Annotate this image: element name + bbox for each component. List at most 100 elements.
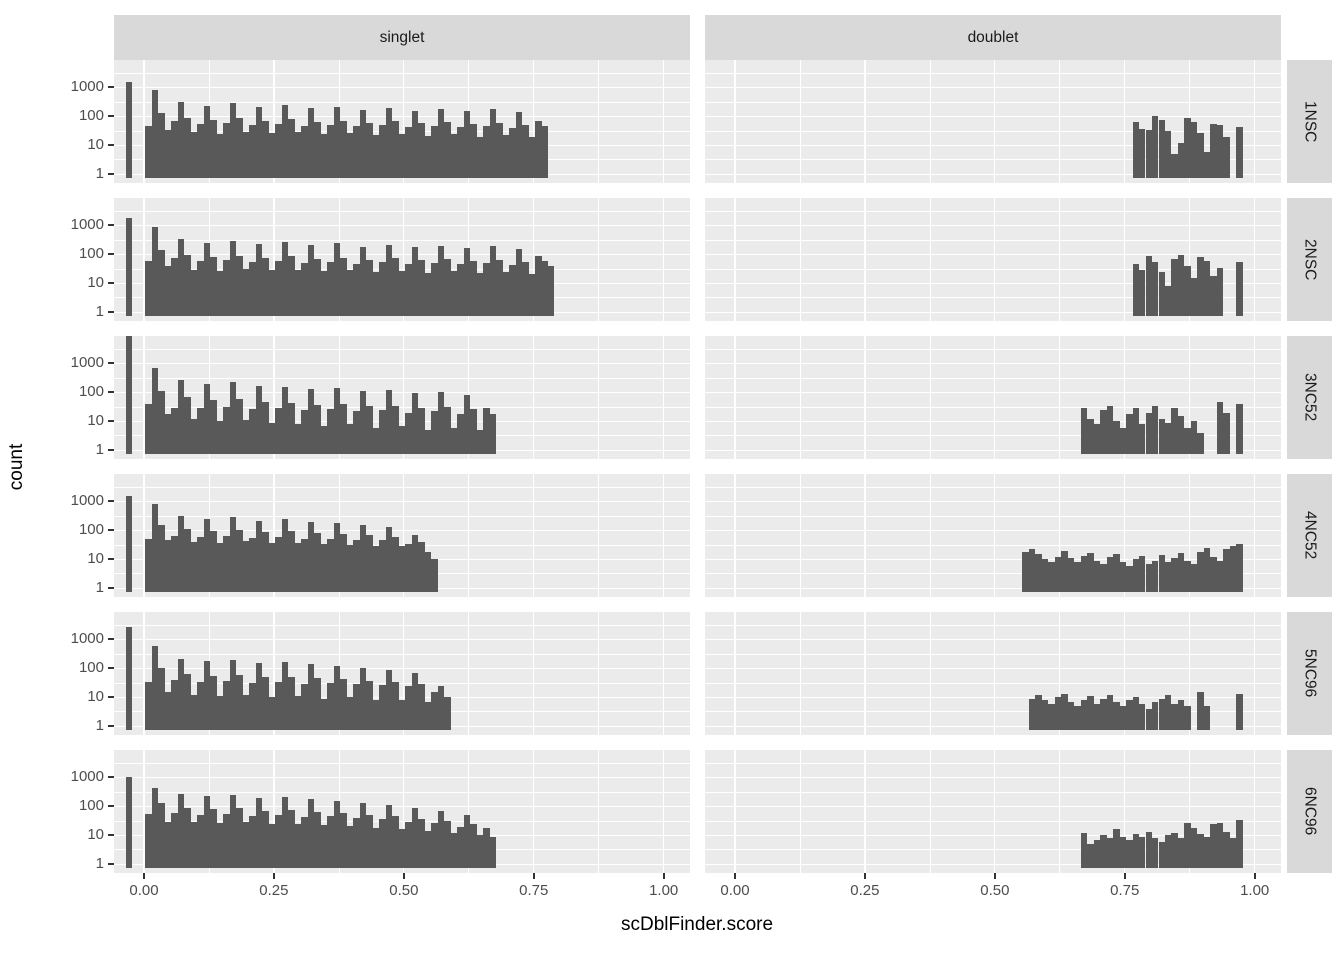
histogram-bar bbox=[327, 409, 334, 454]
histogram-bar bbox=[314, 121, 321, 178]
y-axis-tick-label: 10 bbox=[87, 136, 104, 154]
histogram-bar bbox=[470, 409, 477, 454]
histogram-bar bbox=[158, 391, 165, 454]
histogram-bar bbox=[1210, 824, 1217, 868]
histogram-bar bbox=[327, 261, 334, 316]
histogram-bar bbox=[496, 259, 503, 316]
histogram-bar bbox=[275, 408, 282, 454]
histogram-bar bbox=[476, 835, 484, 868]
gridline-major bbox=[143, 612, 145, 735]
histogram-bar bbox=[203, 661, 211, 730]
histogram-bar bbox=[515, 248, 523, 316]
gridline-major bbox=[1124, 198, 1126, 321]
gridline-minor bbox=[705, 130, 1281, 132]
gridline-major bbox=[705, 863, 1281, 865]
histogram-bar bbox=[528, 274, 535, 316]
histogram-bar bbox=[1197, 257, 1204, 316]
histogram-bar bbox=[255, 107, 263, 178]
y-axis-tick-label: 1 bbox=[95, 579, 104, 597]
histogram-bar bbox=[385, 244, 393, 316]
histogram-bar bbox=[1022, 551, 1029, 592]
histogram-bar bbox=[307, 664, 315, 730]
histogram-bar bbox=[145, 813, 152, 868]
histogram-bar bbox=[255, 243, 263, 316]
histogram-bar bbox=[385, 670, 393, 730]
gridline-minor bbox=[1189, 750, 1191, 873]
histogram-bar bbox=[151, 226, 159, 316]
histogram-bar bbox=[392, 121, 399, 178]
histogram-bar bbox=[1067, 701, 1075, 730]
histogram-bar bbox=[145, 681, 152, 730]
gridline-minor bbox=[114, 239, 690, 241]
gridline-major bbox=[705, 362, 1281, 365]
gridline-minor bbox=[705, 515, 1281, 517]
histogram-bar bbox=[1119, 706, 1126, 730]
histogram-bar bbox=[411, 393, 419, 454]
gridline-minor bbox=[1059, 60, 1061, 183]
histogram-bar bbox=[1093, 839, 1101, 868]
histogram-bar bbox=[158, 250, 165, 316]
facet-panel bbox=[705, 60, 1281, 183]
histogram-bar bbox=[392, 681, 399, 730]
histogram-bar bbox=[1119, 562, 1126, 592]
histogram-bar bbox=[320, 425, 328, 454]
gridline-major bbox=[1124, 474, 1126, 597]
histogram-bar bbox=[1093, 560, 1101, 592]
histogram-bar bbox=[268, 824, 276, 868]
histogram-bar bbox=[1203, 151, 1211, 178]
y-axis-tick-label: 1000 bbox=[70, 216, 104, 234]
histogram-bar bbox=[307, 389, 315, 454]
histogram-bar bbox=[372, 700, 380, 730]
histogram-bar bbox=[242, 541, 250, 592]
histogram-bar bbox=[210, 675, 217, 730]
gridline-major bbox=[663, 750, 665, 873]
histogram-bar bbox=[184, 673, 191, 730]
facet-strip-right: 4NC52 bbox=[1287, 474, 1332, 597]
y-axis-tick bbox=[108, 173, 114, 176]
histogram-bar bbox=[1236, 261, 1243, 316]
gridline-major bbox=[1254, 198, 1256, 321]
histogram-bar bbox=[145, 403, 152, 454]
histogram-bar bbox=[1184, 706, 1191, 730]
gridline-minor bbox=[929, 336, 931, 459]
facet-panel bbox=[114, 612, 690, 735]
gridline-major bbox=[705, 173, 1281, 175]
histogram-bar bbox=[333, 106, 341, 178]
gridline-minor bbox=[929, 750, 931, 873]
gridline-major bbox=[143, 474, 145, 597]
histogram-bar bbox=[262, 677, 269, 730]
histogram-bar bbox=[236, 398, 243, 454]
y-axis-tick-label: 1000 bbox=[70, 78, 104, 96]
gridline-major bbox=[114, 224, 690, 227]
histogram-bar bbox=[489, 109, 497, 178]
histogram-bar bbox=[340, 679, 347, 730]
histogram-bar bbox=[145, 126, 152, 178]
y-axis-tick-label: 100 bbox=[78, 107, 104, 125]
histogram-bar bbox=[1126, 839, 1133, 868]
histogram-bar bbox=[1171, 703, 1178, 730]
histogram-bar bbox=[229, 240, 237, 316]
histogram-bar bbox=[197, 123, 204, 178]
histogram-bar bbox=[359, 668, 367, 730]
histogram-bar bbox=[489, 413, 497, 454]
histogram-bar bbox=[177, 794, 185, 868]
histogram-bar bbox=[1210, 275, 1217, 316]
y-axis-tick bbox=[108, 529, 114, 532]
histogram-bar bbox=[340, 257, 347, 316]
gridline-major bbox=[734, 336, 736, 459]
histogram-bar bbox=[255, 797, 263, 868]
histogram-bar bbox=[444, 697, 451, 730]
histogram-bar bbox=[1087, 419, 1094, 454]
histogram-bar bbox=[184, 396, 191, 454]
gridline-major bbox=[1124, 60, 1126, 183]
histogram-bar bbox=[223, 813, 230, 868]
histogram-bar bbox=[171, 812, 178, 868]
gridline-major bbox=[273, 612, 275, 735]
histogram-bar bbox=[1048, 703, 1055, 730]
histogram-bar bbox=[1216, 402, 1224, 454]
histogram-bar bbox=[483, 407, 490, 454]
histogram-bar bbox=[359, 803, 367, 868]
gridline-minor bbox=[1189, 198, 1191, 321]
histogram-bar bbox=[366, 814, 373, 868]
histogram-bar bbox=[1119, 427, 1126, 454]
